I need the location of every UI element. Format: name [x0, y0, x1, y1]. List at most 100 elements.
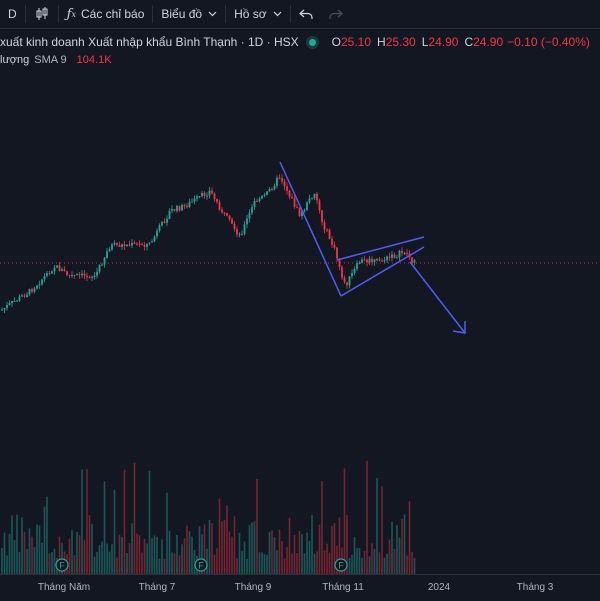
candle-body — [206, 195, 208, 197]
candle-body — [158, 225, 161, 231]
volume-bar — [181, 544, 183, 574]
candle-body — [278, 177, 281, 179]
undo-button[interactable] — [291, 0, 321, 28]
event-marker[interactable]: F — [334, 558, 348, 572]
volume-bar — [48, 553, 51, 574]
volume-bar — [21, 517, 23, 574]
candle-body — [148, 242, 151, 244]
volume-bars — [1, 460, 416, 574]
candle-body — [381, 260, 383, 262]
volume-bar — [18, 552, 21, 574]
volume-bar — [153, 535, 156, 574]
candle-body — [126, 244, 128, 247]
volume-bar — [203, 524, 206, 574]
volume-bar — [333, 523, 336, 574]
candle-body — [31, 288, 33, 292]
volume-bar — [198, 526, 201, 574]
volume-bar — [71, 530, 73, 574]
candle-body — [236, 229, 238, 235]
flag-lower-line[interactable] — [340, 246, 425, 297]
volume-bar — [213, 554, 216, 574]
volume-bar — [103, 481, 106, 574]
interval-button[interactable]: D — [0, 0, 25, 28]
candle-body — [101, 264, 103, 266]
volume-bar — [383, 557, 386, 574]
candle-body — [398, 250, 401, 258]
candle-body — [326, 229, 328, 231]
candle-body — [393, 254, 396, 258]
event-marker-label: F — [198, 561, 204, 571]
volume-label[interactable]: lượng — [0, 54, 30, 66]
volume-bar — [258, 552, 261, 574]
xaxis-tick: Tháng Năm — [37, 582, 91, 593]
candle-body — [411, 257, 413, 263]
volume-bar — [178, 555, 181, 574]
volume-bar — [408, 501, 411, 574]
candle-body — [281, 177, 283, 182]
event-marker[interactable]: F — [194, 558, 208, 572]
chart-menu-button[interactable]: Biểu đồ — [153, 0, 225, 28]
high-value: 25.30 — [385, 35, 416, 49]
volume-bar — [106, 543, 108, 574]
volume-bar — [348, 557, 351, 574]
volume-bar — [96, 552, 98, 574]
change-value: −0.10 (−0.40%) — [507, 35, 590, 49]
volume-bar — [283, 558, 286, 574]
profile-menu-button[interactable]: Hồ sơ — [226, 0, 290, 28]
volume-bar — [16, 514, 18, 574]
volume-bar — [193, 549, 196, 574]
volume-bar — [331, 525, 333, 574]
volume-bar — [318, 524, 321, 574]
trend-drawings[interactable] — [279, 161, 466, 334]
candle-body — [301, 211, 303, 217]
chart-type-button[interactable] — [26, 0, 58, 28]
symbol-title[interactable]: xuất kinh doanh Xuất nhập khẩu Bình Thạn… — [0, 35, 299, 49]
candle-body — [306, 202, 308, 211]
candle-body — [3, 308, 6, 310]
volume-bar — [116, 557, 118, 574]
candle-body — [353, 268, 356, 274]
candle-body — [161, 221, 163, 226]
volume-bar — [73, 555, 76, 574]
candle-body — [223, 212, 226, 214]
candle-body — [376, 259, 378, 261]
event-marker[interactable]: F — [55, 558, 69, 572]
candle-body — [288, 190, 291, 197]
candle-body — [143, 245, 146, 247]
candle-body — [26, 294, 28, 297]
flag-upper-line[interactable] — [336, 236, 425, 261]
candle-body — [343, 277, 346, 283]
candle-body — [296, 206, 298, 208]
volume-bar — [216, 548, 218, 574]
candle-body — [363, 259, 366, 261]
volume-bar — [231, 536, 233, 574]
candle-body — [348, 276, 351, 286]
candle-body — [33, 288, 36, 292]
candle-body — [181, 204, 183, 211]
projection-arrow-line[interactable] — [409, 261, 466, 334]
volume-bar — [146, 543, 148, 574]
volume-bar — [88, 515, 91, 574]
volume-bar — [81, 469, 83, 574]
volume-bar — [271, 530, 273, 574]
volume-bar — [311, 515, 313, 574]
candle-body — [21, 295, 23, 297]
redo-button[interactable] — [321, 0, 351, 28]
volume-bar — [303, 553, 306, 574]
volume-bar — [68, 538, 71, 574]
volume-bar — [398, 537, 401, 574]
candle-body — [18, 296, 21, 301]
time-axis[interactable]: Tháng Năm Tháng 7 Tháng 9 Tháng 11 2024 … — [0, 574, 600, 601]
candle-body — [258, 198, 261, 202]
candle-body — [291, 196, 293, 199]
volume-bar — [276, 550, 278, 574]
volume-bar — [46, 496, 48, 574]
volume-bar — [183, 538, 186, 574]
trend-line-down[interactable] — [279, 161, 342, 297]
volume-bar — [8, 533, 11, 574]
candle-body — [251, 207, 253, 213]
candle-body — [81, 273, 83, 276]
